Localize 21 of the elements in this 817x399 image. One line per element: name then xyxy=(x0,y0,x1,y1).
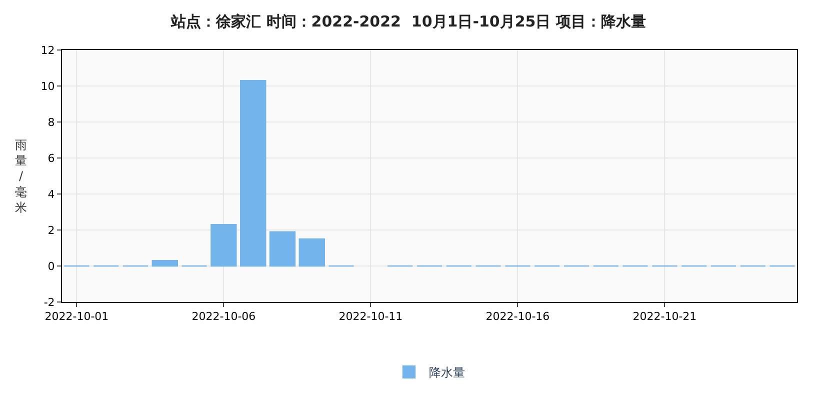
y-tick-label: 12 xyxy=(40,44,55,57)
y-tick-label: 2 xyxy=(48,224,55,237)
y-tick-label: 10 xyxy=(40,80,55,93)
y-tick-label: 8 xyxy=(48,116,55,129)
y-tick-label: 0 xyxy=(48,260,55,273)
x-tick-label: 2022-10-16 xyxy=(486,310,550,324)
x-tick-label: 2022-10-06 xyxy=(192,310,256,324)
y-tick-label: 6 xyxy=(48,152,55,165)
legend-label: 降水量 xyxy=(429,366,465,380)
bar xyxy=(269,231,296,267)
bar xyxy=(240,80,266,267)
y-tick-label: 4 xyxy=(48,188,55,201)
bar xyxy=(210,224,237,267)
bar xyxy=(298,238,325,267)
bar xyxy=(152,260,178,267)
x-tick-label: 2022-10-21 xyxy=(632,310,697,324)
y-axis-title: 雨量/毫米 xyxy=(15,138,27,214)
y-tick-label: -2 xyxy=(44,296,55,309)
x-tick-label: 2022-10-01 xyxy=(44,310,109,324)
x-tick-label: 2022-10-11 xyxy=(338,310,403,324)
chart-title: 站点：徐家汇 时间：2022-2022 10月1日-10月25日 项目：降水量 xyxy=(170,12,646,30)
